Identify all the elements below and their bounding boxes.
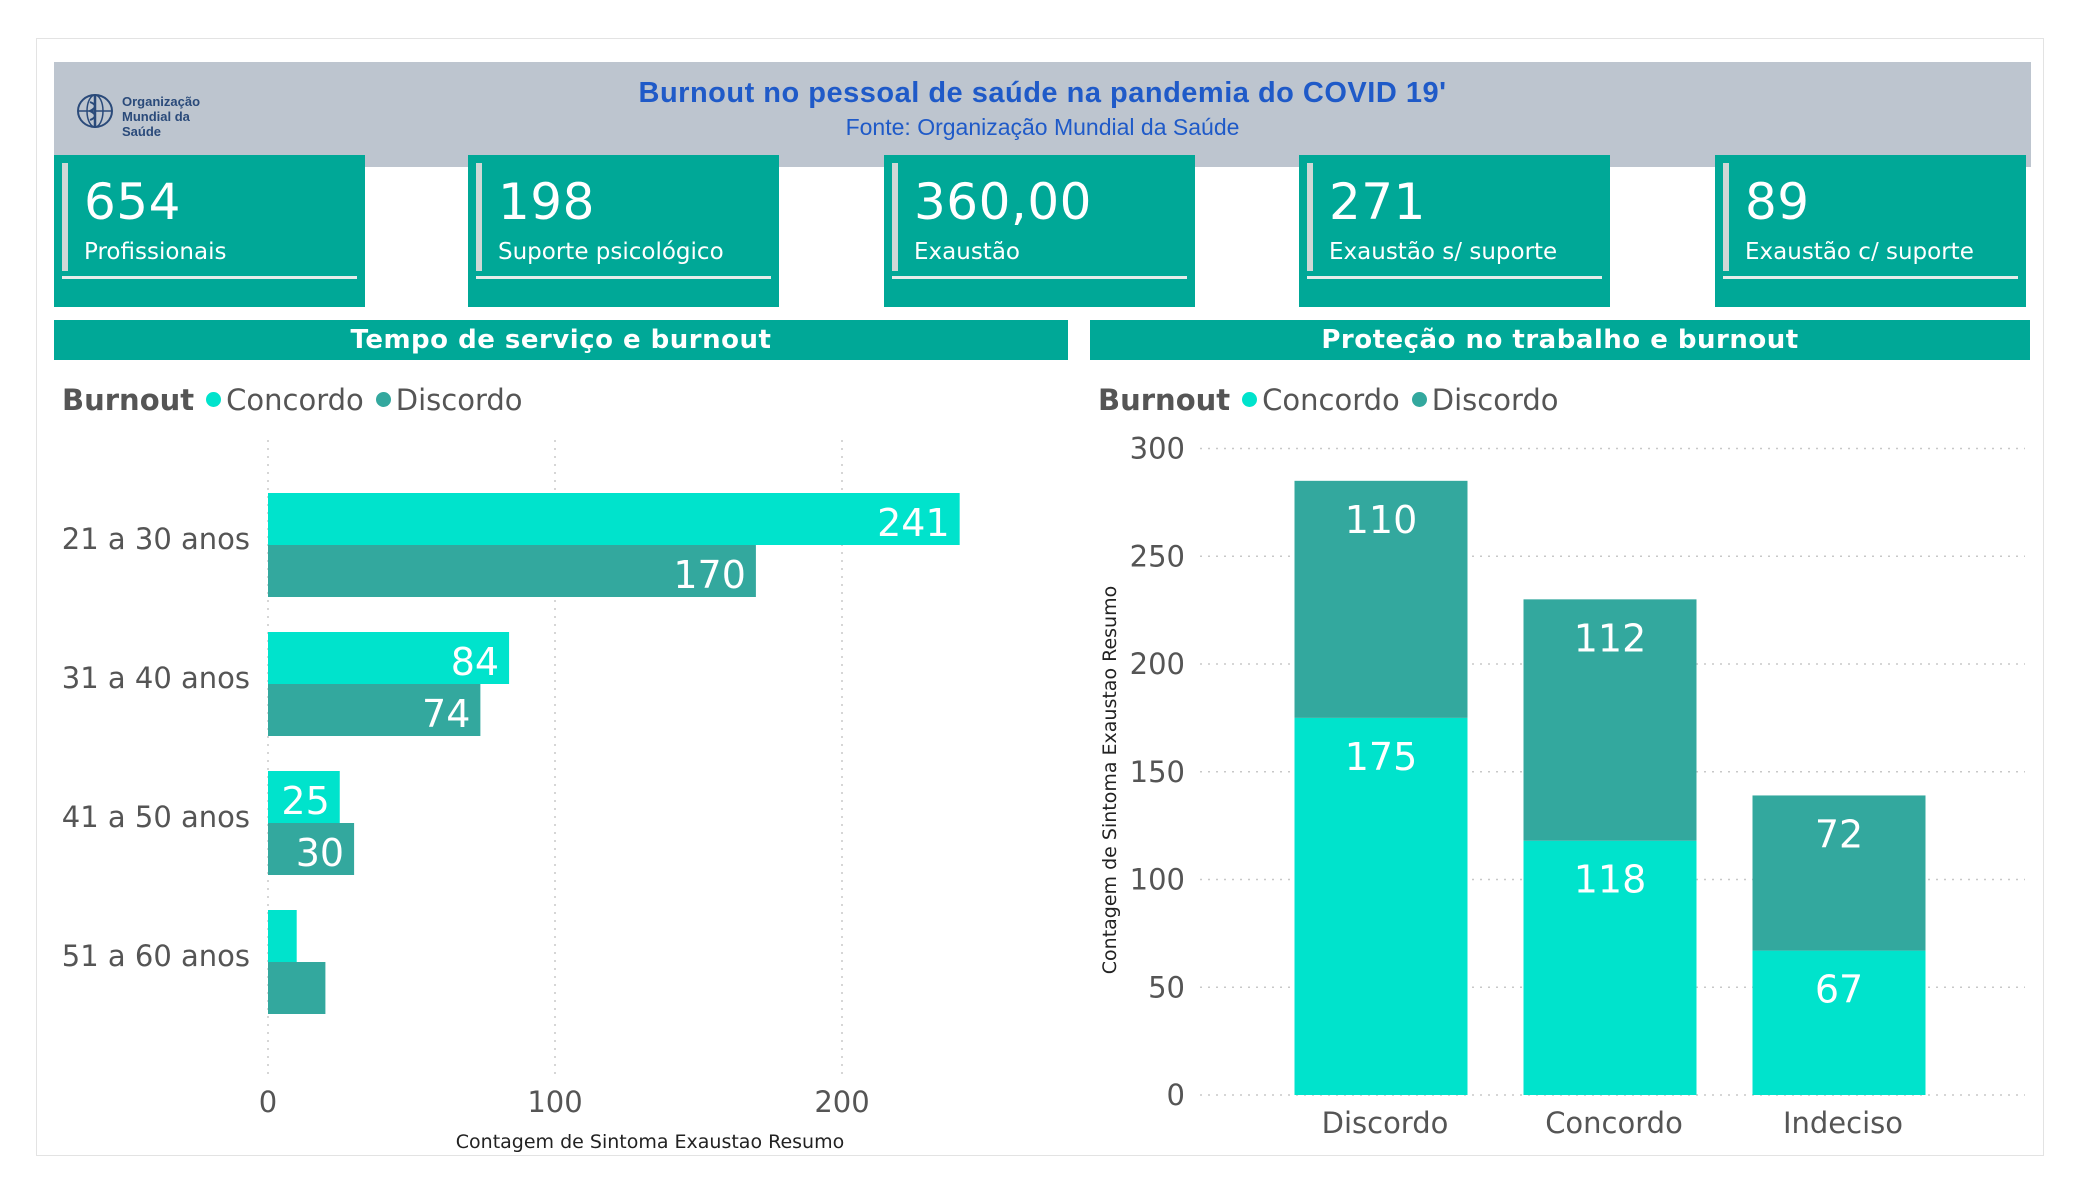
kpi-card-exaustao-sem-suporte: 271 Exaustão s/ suporte	[1299, 155, 1610, 307]
bar-value-label: 74	[422, 692, 470, 736]
bar-segment-concordo	[1752, 950, 1926, 1095]
bar-value-label: 175	[1345, 735, 1418, 779]
kpi-label: Exaustão c/ suporte	[1745, 239, 1974, 265]
kpi-value: 360,00	[914, 173, 1092, 231]
x-tick-label: 100	[527, 1085, 582, 1119]
page-subtitle: Fonte: Organização Mundial da Saúde	[845, 114, 1240, 140]
bar-value-label: 67	[1815, 968, 1863, 1012]
legend-item-concordo[interactable]: Concordo	[206, 383, 364, 417]
bar-value-label: 72	[1815, 812, 1863, 856]
bar-value-label: 25	[281, 779, 329, 823]
kpi-card-exaustao-com-suporte: 89 Exaustão c/ suporte	[1715, 155, 2026, 307]
bar-discordo	[268, 684, 481, 736]
bar-discordo	[268, 545, 756, 597]
kpi-card-profissionais: 654 Profissionais	[54, 155, 365, 307]
legend-left: Burnout Concordo Discordo	[62, 383, 535, 417]
bar-value-label: 118	[1574, 858, 1647, 902]
bar-segment-concordo	[1294, 717, 1468, 1095]
y-category-label: 31 a 40 anos	[62, 661, 250, 695]
kpi-value: 89	[1745, 173, 1810, 231]
legend-dot-discordo	[375, 391, 391, 407]
kpi-label: Exaustão s/ suporte	[1329, 239, 1558, 265]
bar-concordo	[268, 910, 297, 962]
x-category-label: Indeciso	[1783, 1106, 1903, 1140]
y-tick-label: 300	[1130, 432, 1185, 466]
legend-label: Concordo	[226, 383, 364, 417]
bar-segment-concordo	[1523, 840, 1697, 1095]
legend-dot-concordo	[1242, 391, 1258, 407]
legend-dot-discordo	[1411, 391, 1427, 407]
legend-title: Burnout	[62, 383, 195, 417]
chart-protecao: 0 50 100 150 200 250 300 Contagem de Sintoma Ex…	[1099, 432, 2025, 1140]
who-logo: Organização Mundial da Saúde	[74, 90, 224, 139]
header-banner: Organização Mundial da Saúde Burnout no …	[54, 62, 2031, 167]
y-tick-label: 50	[1148, 970, 1185, 1004]
y-category-label: 41 a 50 anos	[62, 800, 250, 834]
bar-discordo	[268, 962, 326, 1014]
kpi-card-suporte: 198 Suporte psicológico	[468, 155, 779, 307]
kpi-label: Exaustão	[914, 239, 1020, 265]
bar-value-label: 30	[296, 831, 344, 875]
kpi-label: Suporte psicológico	[498, 239, 724, 265]
bar-segment-discordo	[1523, 599, 1697, 841]
bar-value-label: 170	[673, 553, 746, 597]
legend-item-concordo[interactable]: Concordo	[1242, 383, 1400, 417]
bar-discordo	[268, 823, 355, 875]
bar-segment-discordo	[1294, 480, 1468, 718]
dashboard-frame	[36, 38, 2044, 1156]
bar-value-label: 84	[451, 640, 499, 684]
bar-value-label: 112	[1574, 616, 1647, 660]
x-axis-title: Contagem de Sintoma Exaustao Resumo	[456, 1131, 844, 1153]
x-tick-label: 200	[814, 1085, 869, 1119]
y-tick-label: 200	[1130, 647, 1185, 681]
legend-dot-concordo	[206, 391, 222, 407]
y-tick-label: 0	[1167, 1078, 1185, 1112]
bar-concordo	[268, 632, 510, 684]
kpi-value: 654	[84, 173, 181, 231]
legend-label: Discordo	[1431, 383, 1559, 417]
x-category-label: Discordo	[1322, 1106, 1449, 1140]
legend-label: Discordo	[395, 383, 523, 417]
x-category-label: Concordo	[1545, 1106, 1683, 1140]
bar-segment-discordo	[1752, 795, 1926, 951]
kpi-value: 198	[498, 173, 595, 231]
x-tick-label: 0	[259, 1085, 277, 1119]
bar-concordo	[268, 493, 960, 545]
legend-label: Concordo	[1262, 383, 1400, 417]
kpi-card-exaustao: 360,00 Exaustão	[884, 155, 1195, 307]
kpi-value: 271	[1329, 173, 1426, 231]
bar-value-label: 241	[877, 501, 950, 545]
kpi-label: Profissionais	[84, 239, 227, 265]
chart-tempo-servico: 0 100 200 Contagem de Sintoma Exaustao Resu…	[62, 440, 960, 1153]
y-category-label: 51 a 60 anos	[62, 939, 250, 973]
legend-item-discordo[interactable]: Discordo	[375, 383, 523, 417]
legend-title: Burnout	[1098, 383, 1231, 417]
y-tick-label: 100	[1130, 863, 1185, 897]
bar-concordo	[268, 771, 340, 823]
logo-line-1: Organização	[122, 94, 201, 109]
y-category-label: 21 a 30 anos	[62, 522, 250, 556]
legend-right: Burnout Concordo Discordo	[1098, 383, 1571, 417]
logo-line-2: Mundial da Saúde	[122, 109, 190, 139]
section-title-protecao: Proteção no trabalho e burnout	[1090, 320, 2030, 360]
bar-value-label: 110	[1345, 498, 1418, 542]
y-tick-label: 150	[1130, 755, 1185, 789]
page-title: Burnout no pessoal de saúde na pandemia …	[638, 77, 1447, 109]
y-tick-label: 250	[1130, 539, 1185, 573]
legend-item-discordo[interactable]: Discordo	[1411, 383, 1559, 417]
section-title-tempo-servico: Tempo de serviço e burnout	[54, 320, 1068, 360]
who-emblem-icon	[77, 94, 113, 128]
y-axis-title: Contagem de Sintoma Exaustao Resumo	[1099, 586, 1121, 974]
